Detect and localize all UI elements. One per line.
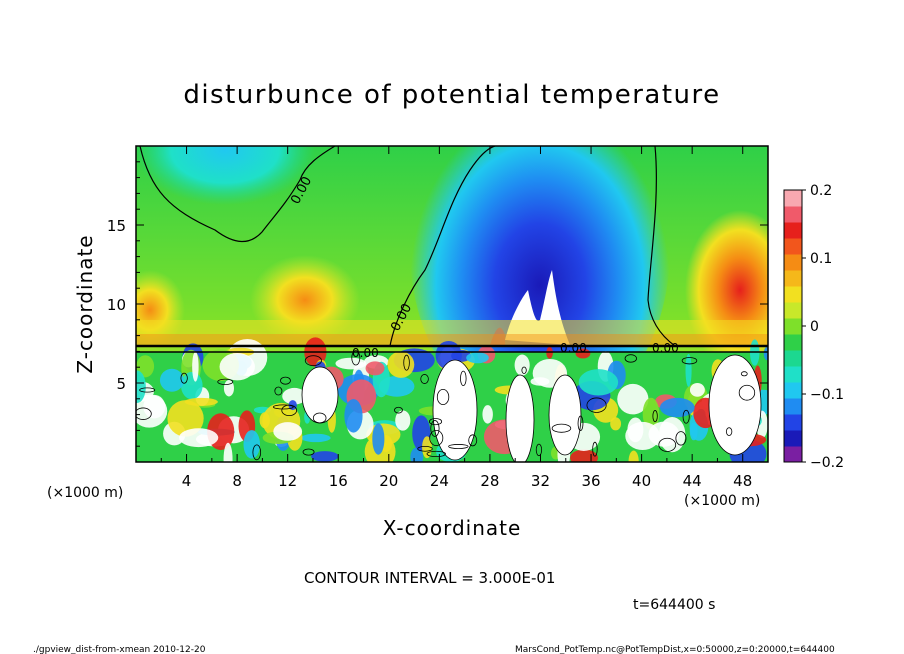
colorbar-swatch [784,446,802,463]
colorbar-tick-label: 0 [810,319,819,335]
x-unit-right: (×1000 m) [684,493,760,509]
colorbar-swatch [784,414,802,431]
y-tick-label: 5 [116,375,126,393]
colorbar-swatch [784,430,802,447]
y-tick-label: 10 [107,296,126,314]
x-axis-label: X-coordinate [383,516,522,540]
colorbar-swatch [784,286,802,303]
colorbar-swatch [784,190,802,207]
colorbar-swatch [784,206,802,223]
x-tick-label: 8 [232,472,242,490]
colorbar: 0.2 0.1 0 −0.1 −0.2 [783,183,844,471]
colorbar-swatch [784,270,802,287]
colorbar-swatch [784,350,802,367]
x-tick-label: 4 [182,472,192,490]
x-tick-label: 20 [379,472,398,490]
x-unit-left: (×1000 m) [47,485,123,501]
field-cool-top-left [136,146,315,205]
x-tick-label: 40 [632,472,651,490]
contour-interval-note: CONTOUR INTERVAL = 3.000E-01 [304,569,555,587]
colorbar-tick-label: 0.2 [810,183,832,199]
y-tick-label: 15 [107,217,126,235]
colorbar-tick-label: −0.2 [810,455,844,471]
footer-left: ./gpview_dist-from-xmean 2010-12-20 [33,645,206,654]
colorbar-swatch [784,382,802,399]
footer-right: MarsCond_PotTemp.nc@PotTempDist,x=0:5000… [515,645,835,654]
field-lower-turbulent [136,337,768,462]
contour-label: 0.00 [652,341,679,355]
colorbar-swatch [784,302,802,319]
x-tick-label: 36 [581,472,600,490]
contour-line [389,146,496,347]
colorbar-tick-label: 0.1 [810,251,832,267]
colorbar-swatch [784,366,802,383]
x-axis: 4 8 12 16 20 24 28 32 36 40 44 48 [160,146,752,490]
x-tick-label: 44 [683,472,702,490]
colorbar-swatch [784,398,802,415]
colorbar-swatch [784,334,802,351]
time-note: t=644400 s [633,597,715,613]
contour-line [647,146,676,347]
y-axis-label: Z-coordinate [73,234,97,373]
x-tick-label: 48 [733,472,752,490]
colorbar-swatch [784,238,802,255]
colorbar-swatch [784,318,802,335]
plot-area [136,146,768,462]
x-tick-label: 28 [480,472,499,490]
y-axis: 5 10 15 [107,161,768,447]
x-tick-label: 12 [278,472,297,490]
colorbar-swatch [784,254,802,271]
contour-label: 0.00 [352,346,379,360]
chart-title: disturbunce of potential temperature [183,80,720,110]
colorbar-swatch [784,222,802,239]
colorbar-tick-label: −0.1 [810,387,844,403]
x-tick-label: 32 [531,472,550,490]
contour-label: 0.00 [560,341,587,355]
x-tick-label: 16 [329,472,348,490]
x-tick-label: 24 [430,472,449,490]
contour-line [139,146,336,243]
